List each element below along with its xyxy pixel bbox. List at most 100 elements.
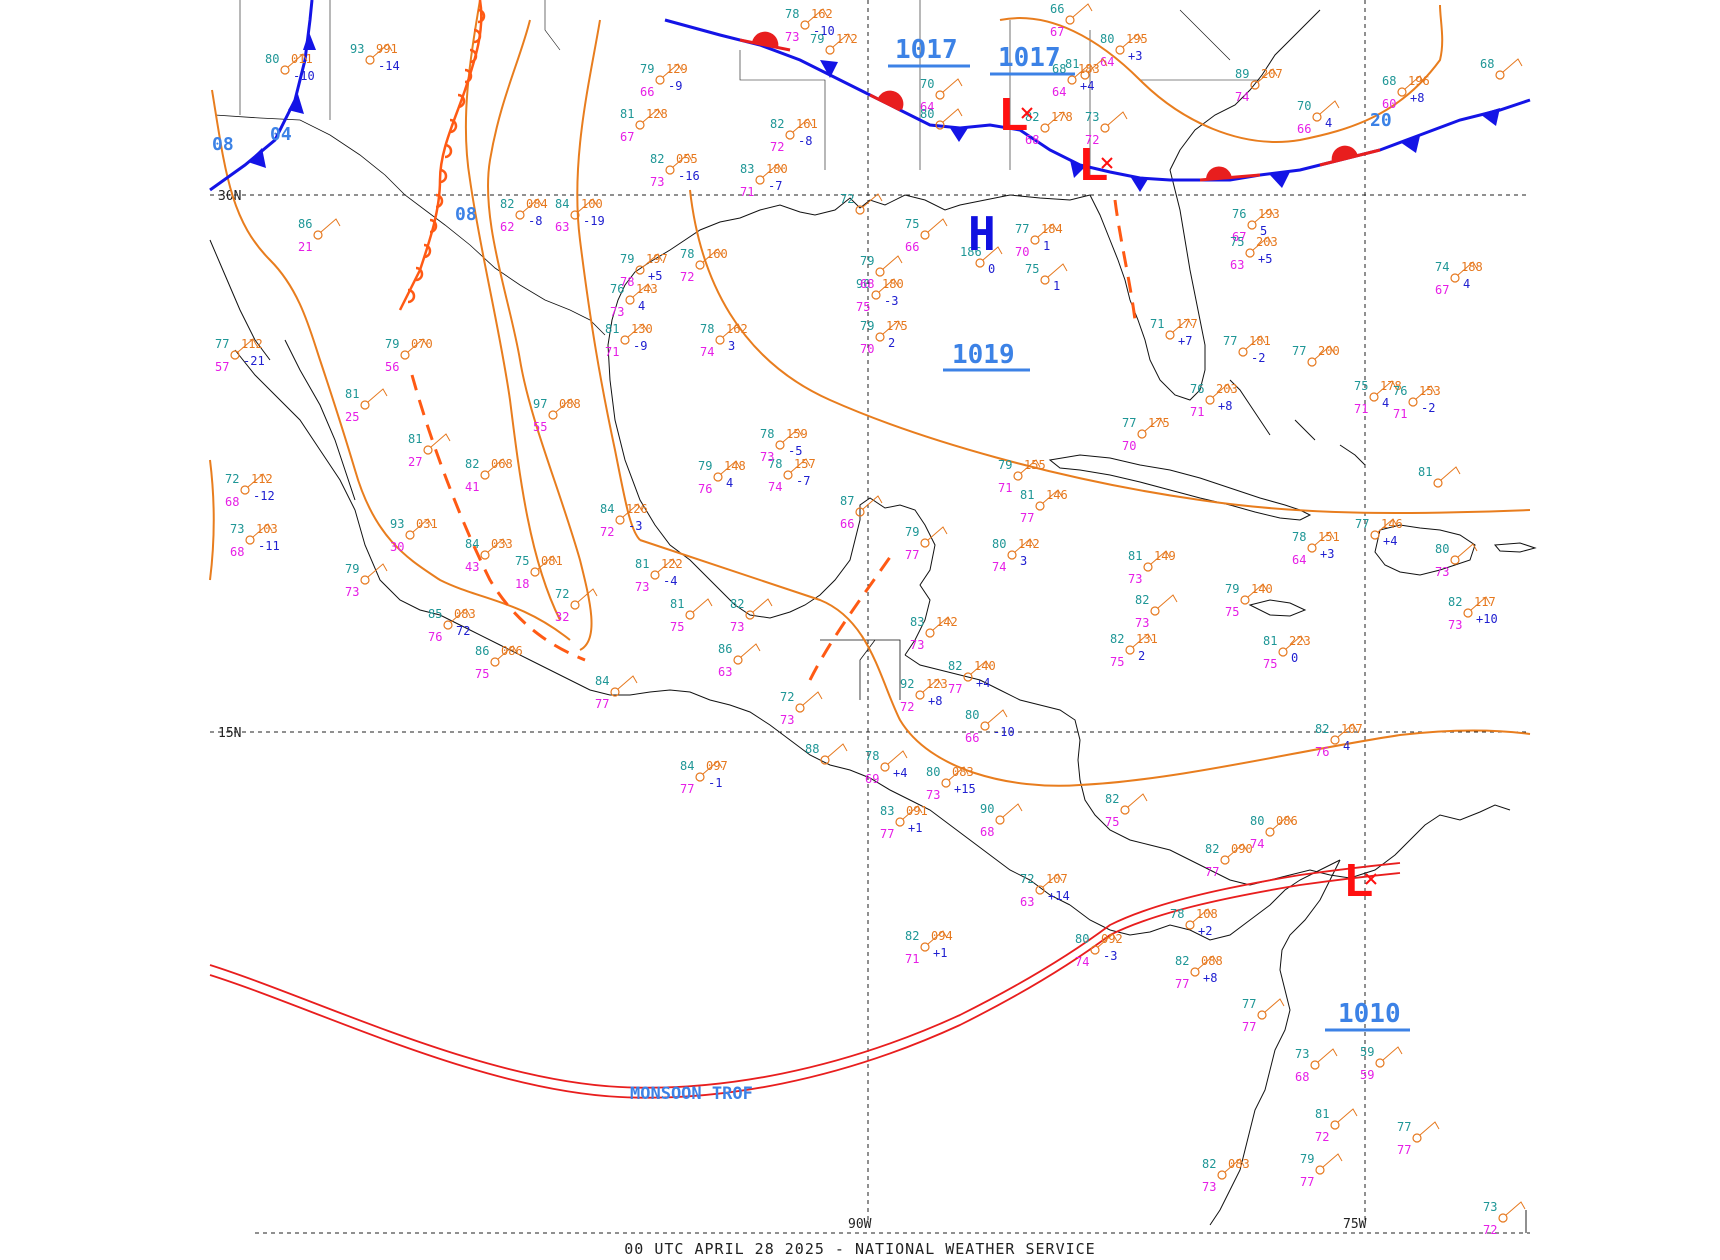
station-circle-icon — [1369, 392, 1379, 402]
wind-barb-icon — [1272, 815, 1293, 830]
station-tendency: +8 — [1218, 399, 1232, 413]
station-dewpoint: 71 — [1393, 407, 1407, 421]
station-circle-icon — [920, 230, 930, 240]
station-plot: 76 193 67 5 — [1232, 207, 1280, 244]
wind-barb-icon — [1376, 380, 1397, 395]
station-pressure: 203 — [1256, 235, 1278, 249]
station-plot: 92 123 72 +8 — [900, 677, 948, 714]
station-dewpoint: 74 — [1250, 837, 1264, 851]
station-tendency: -3 — [628, 519, 642, 533]
station-temperature: 82 — [730, 597, 744, 611]
isobar-label: 04 — [270, 124, 292, 145]
station-circle-icon — [715, 335, 725, 345]
station-dewpoint: 74 — [1075, 955, 1089, 969]
station-temperature: 81 — [620, 107, 634, 121]
station-tendency: +7 — [1178, 334, 1192, 348]
isobar-inland — [486, 19, 593, 651]
wind-barb-icon — [1419, 1121, 1440, 1136]
wind-barb-icon — [1047, 263, 1068, 278]
station-plot: 77 175 70 — [1122, 416, 1170, 453]
station-dewpoint: 74 — [992, 560, 1006, 574]
station-circle-icon — [1375, 1058, 1385, 1068]
station-temperature: 79 — [640, 62, 654, 76]
station-pressure: 178 — [1051, 110, 1073, 124]
cold-front-west — [209, 0, 316, 192]
high-pressure-center: H — [968, 207, 996, 261]
station-circle-icon — [635, 120, 645, 130]
station-pressure: 151 — [1318, 530, 1340, 544]
station-circle-icon — [695, 772, 705, 782]
station-tendency: +4 — [893, 766, 907, 780]
station-plot: 84 77 — [595, 674, 638, 711]
station-temperature: 78 — [680, 247, 694, 261]
wind-barb-icon — [662, 63, 683, 78]
station-dewpoint: 73 — [1202, 1180, 1216, 1194]
station-plot: 80 66 -10 — [965, 708, 1015, 745]
wind-barb-icon — [1319, 100, 1340, 115]
station-pressure: 112 — [241, 337, 263, 351]
station-pressure: 207 — [1261, 67, 1283, 81]
station-dewpoint: 77 — [680, 782, 694, 796]
station-temperature: 75 — [1230, 235, 1244, 249]
station-temperature: 74 — [1435, 260, 1449, 274]
station-temperature: 76 — [1232, 207, 1246, 221]
station-pressure: 122 — [661, 557, 683, 571]
station-plot: 79 155 71 — [998, 458, 1046, 495]
wind-barb-icon — [1337, 723, 1358, 738]
station-circle-icon — [480, 470, 490, 480]
station-dewpoint: 63 — [1020, 895, 1034, 909]
station-plot: 79 148 76 4 — [698, 459, 746, 496]
station-tendency: 1 — [1043, 239, 1050, 253]
station-plot: 79 197 78 +5 — [620, 252, 668, 289]
station-tendency: -2 — [1251, 351, 1265, 365]
station-temperature: 71 — [1150, 317, 1164, 331]
station-circle-icon — [240, 485, 250, 495]
station-plot: 72 112 68 -12 — [225, 472, 275, 509]
station-dewpoint: 73 — [635, 580, 649, 594]
station-temperature: 81 — [1065, 57, 1079, 71]
station-tendency: 72 — [456, 624, 470, 638]
station-circle-icon — [423, 445, 433, 455]
station-plot: 84 100 63 -19 — [555, 197, 605, 234]
station-circle-icon — [895, 817, 905, 827]
station-dewpoint: 72 — [900, 700, 914, 714]
station-temperature: 82 — [1110, 632, 1124, 646]
station-dewpoint: 67 — [1435, 283, 1449, 297]
station-circle-icon — [855, 507, 865, 517]
station-temperature: 80 — [1075, 932, 1089, 946]
station-temperature: 75 — [515, 554, 529, 568]
station-temperature: 73 — [1483, 1200, 1497, 1214]
low-pressure-center: L — [1080, 138, 1108, 190]
map-footer: 00 UTC APRIL 28 2025 - NATIONAL WEATHER … — [624, 1240, 1096, 1258]
station-dewpoint: 66 — [1297, 122, 1311, 136]
wind-barb-icon — [407, 338, 428, 353]
station-dewpoint: 74 — [1235, 90, 1249, 104]
wind-barb-icon — [1037, 223, 1058, 238]
station-plot: 72 — [840, 192, 883, 215]
station-pressure: 090 — [1231, 842, 1253, 856]
station-dewpoint: 71 — [605, 345, 619, 359]
station-temperature: 79 — [698, 459, 712, 473]
wind-barb-icon — [1285, 635, 1306, 650]
station-temperature: 78 — [760, 427, 774, 441]
station-dewpoint: 66 — [640, 85, 654, 99]
station-plot: 86 086 75 — [475, 644, 523, 681]
station-circle-icon — [975, 258, 985, 268]
station-plot: 82 117 73 +10 — [1448, 595, 1498, 632]
station-temperature: 79 — [1300, 1152, 1314, 1166]
station-pressure: 184 — [1041, 222, 1063, 236]
station-tendency: -19 — [583, 214, 605, 228]
station-circle-icon — [1120, 805, 1130, 815]
station-plot: 78 162 74 3 — [700, 322, 748, 359]
wind-barb-icon — [1415, 385, 1436, 400]
station-circle-icon — [365, 55, 375, 65]
station-pressure: 153 — [1419, 384, 1441, 398]
station-pressure: 193 — [1258, 207, 1280, 221]
wind-barb-icon — [632, 283, 653, 298]
station-circle-icon — [280, 65, 290, 75]
station-plot: 59 59 — [1360, 1045, 1403, 1082]
isobar-label: 20 — [1370, 110, 1392, 131]
lon-label-90w: 90W — [848, 1217, 872, 1232]
station-tendency: -8 — [798, 134, 812, 148]
